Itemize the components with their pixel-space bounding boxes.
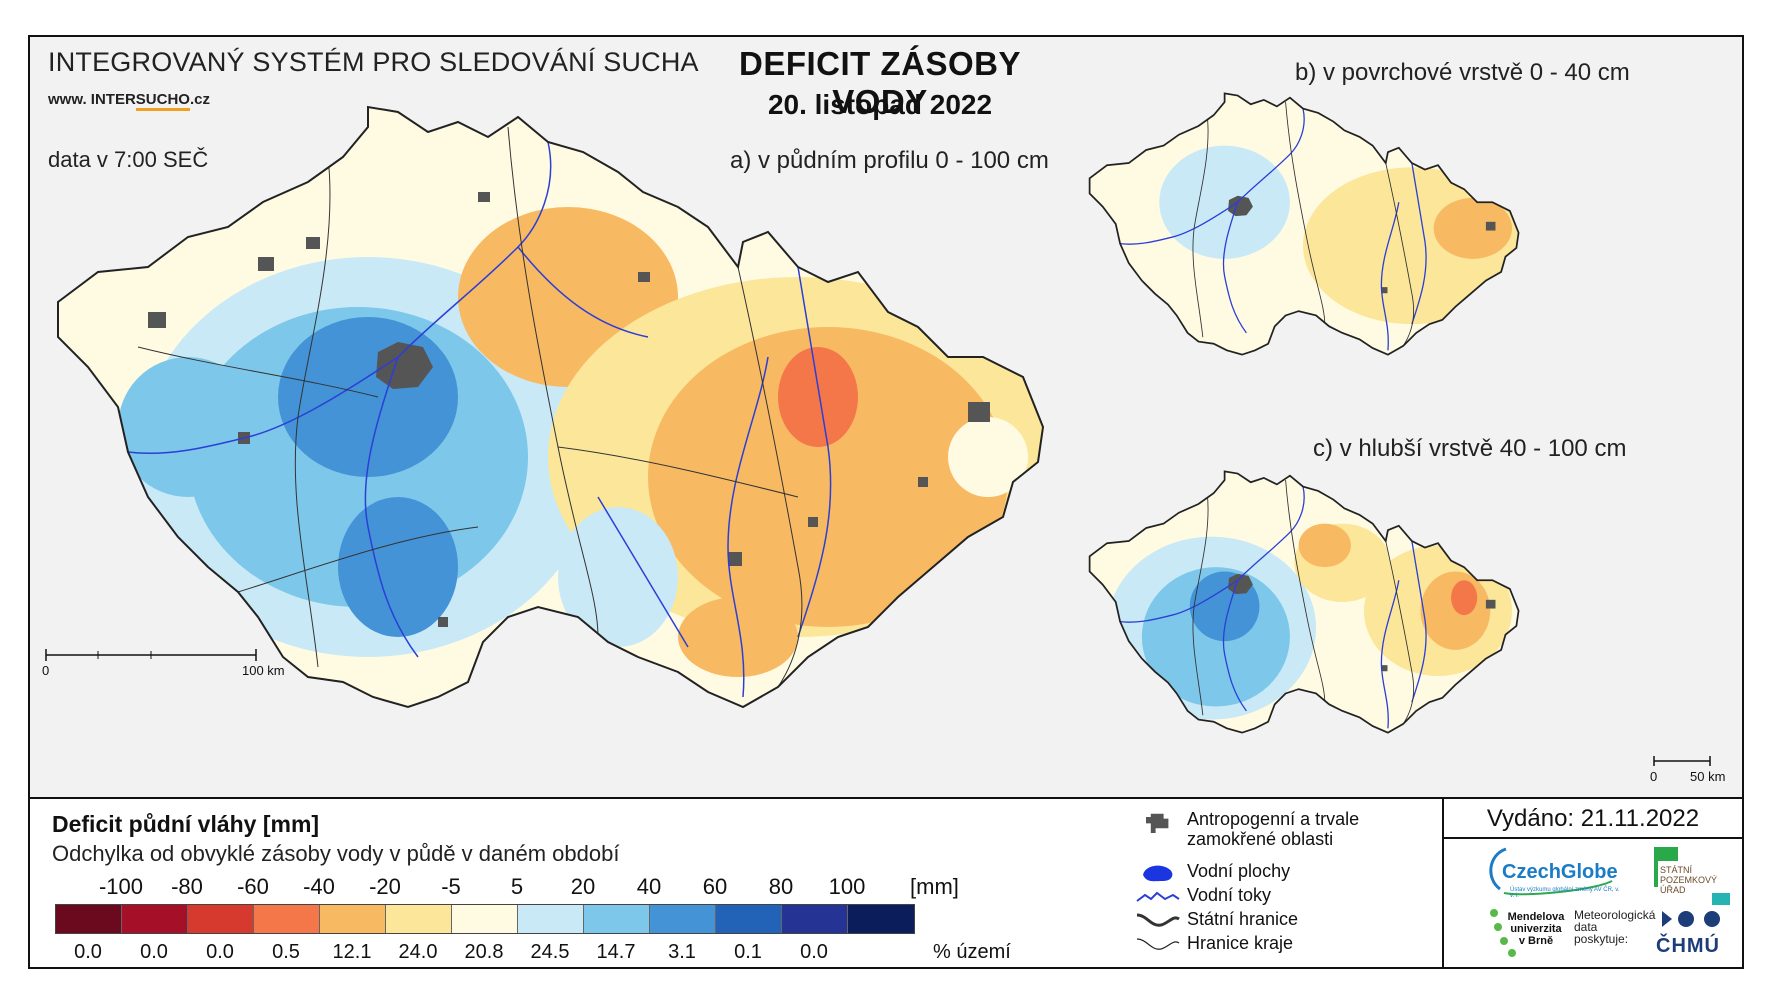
- legend-percentage: 0.1: [734, 941, 762, 963]
- legend-urban-label: Antropogenní a trvale zamokřené oblasti: [1187, 809, 1360, 849]
- legend-percentage: 3.1: [668, 941, 696, 963]
- spu-name: STÁTNÍ POZEMKOVÝ ÚŘAD: [1660, 865, 1718, 895]
- legend-percentage: 0.0: [140, 941, 168, 963]
- legend-bin-label: -5: [441, 874, 461, 899]
- legend-percentage: 14.7: [596, 941, 636, 963]
- legend-unit: [mm]: [910, 874, 959, 899]
- legend-panel: Deficit půdní vláhy [mm] Odchylka od obv…: [30, 799, 1742, 967]
- spu-flag-icon: [1654, 847, 1678, 887]
- legend-swatch: [452, 905, 518, 933]
- map-area: INTEGROVANÝ SYSTÉM PRO SLEDOVÁNÍ SUCHA w…: [30, 37, 1742, 797]
- legend-bin-label: 5: [510, 874, 524, 899]
- legend-swatch: [848, 905, 914, 933]
- legend-bin-label: 80: [768, 874, 794, 899]
- legend-colorbar: [55, 904, 915, 934]
- legend-percentage: 0.0: [800, 941, 828, 963]
- mendelu-dots-icon: [1490, 909, 1516, 957]
- scale-main-start: 0: [42, 663, 50, 678]
- legend-percentage: 12.1: [332, 941, 372, 963]
- issued-date: Vydáno: 21.11.2022: [1486, 805, 1700, 832]
- map-b-label: b) v povrchové vrstvě 0 - 40 cm: [1295, 59, 1630, 86]
- legend-title: Deficit půdní vláhy [mm]: [52, 811, 320, 837]
- scale-bar-main: [45, 649, 257, 661]
- legend-swatch: [56, 905, 122, 933]
- legend-bin-label: 60: [702, 874, 728, 899]
- mendelu-logo[interactable]: Mendelova univerzita v Brně: [1484, 905, 1584, 967]
- water-body-icon: [1143, 865, 1173, 882]
- legend-bin-label: -40: [303, 874, 335, 899]
- legend-bin-label: -60: [237, 874, 269, 899]
- data-time: data v 7:00 SEČ: [48, 147, 209, 172]
- spu-logo[interactable]: STÁTNÍ POZEMKOVÝ ÚŘAD: [1650, 845, 1730, 905]
- legend-swatch: [122, 905, 188, 933]
- chmu-logo[interactable]: ČHMÚ: [1648, 905, 1738, 967]
- legend-swatch: [320, 905, 386, 933]
- map-c-deficit-40-100cm: [1088, 470, 1520, 734]
- legend-swatch: [386, 905, 452, 933]
- scale-small-end: 50 km: [1690, 769, 1726, 784]
- river-icon: [1136, 891, 1180, 902]
- legend-bin-labels: -100 -80 -60 -40 -20 -5 5 20 40 60 80 100: [52, 874, 1002, 899]
- legend-river-label: Vodní toky: [1187, 885, 1272, 905]
- mendelu-name: Mendelova univerzita v Brně: [1507, 911, 1565, 947]
- legend-swatch: [716, 905, 782, 933]
- scale-small-start: 0: [1650, 769, 1658, 784]
- czechglobe-subtitle: Ústav výzkumu globální změny AV ČR, v. v…: [1510, 887, 1620, 899]
- system-name: INTEGROVANÝ SYSTÉM PRO SLEDOVÁNÍ SUCHA: [48, 47, 699, 77]
- legend-bin-label: -80: [171, 874, 203, 899]
- legend-percentage: 0.5: [272, 941, 300, 963]
- legend-bin-label: 20: [570, 874, 596, 899]
- legend-region-border-label: Hranice kraje: [1187, 933, 1294, 953]
- info-divider-vertical: [1442, 799, 1444, 967]
- legend-swatch: [188, 905, 254, 933]
- page-title: DEFICIT ZÁSOBY VODY: [738, 45, 1021, 120]
- map-a-deficit-0-100cm: [57, 105, 1045, 709]
- legend-percentage: 20.8: [464, 941, 504, 963]
- legend-bin-label: 40: [636, 874, 662, 899]
- urban-area-icon: [1146, 813, 1169, 833]
- chmu-name: ČHMÚ: [1656, 935, 1720, 957]
- legend-percent-unit: % území: [933, 941, 1011, 963]
- website-link[interactable]: www. INTERSUCHO.cz: [48, 91, 210, 111]
- legend-bin-label: 100: [828, 874, 866, 899]
- legend-swatch: [518, 905, 584, 933]
- chmu-symbol-icon: [1662, 911, 1720, 927]
- map-c-label: c) v hlubší vrstvě 40 - 100 cm: [1313, 435, 1627, 462]
- legend-subtitle: Odchylka od obvyklé zásoby vody v půdě v…: [52, 841, 620, 866]
- map-date: 20. listopad 2022: [767, 89, 993, 120]
- czechglobe-logo[interactable]: CzechGlobe Ústav výzkumu globální změny …: [1482, 845, 1622, 899]
- footer-divider: [30, 797, 1742, 799]
- legend-swatch: [650, 905, 716, 933]
- legend-bin-label: -100: [98, 874, 144, 899]
- czechglobe-arc-icon: [1489, 847, 1613, 896]
- map-b-deficit-0-40cm: [1088, 92, 1520, 356]
- scale-main-end: 100 km: [242, 663, 285, 678]
- state-border-icon: [1136, 913, 1180, 927]
- met-data-provider-text: Meteorologická data poskytuje:: [1574, 908, 1656, 946]
- legend-percentage: 24.0: [398, 941, 438, 963]
- legend-swatch: [782, 905, 848, 933]
- website-suffix: .cz: [189, 91, 210, 108]
- map-a-label: a) v půdním profilu 0 - 100 cm: [730, 147, 1049, 174]
- scale-bar-small: [1653, 756, 1711, 766]
- legend-swatch: [254, 905, 320, 933]
- legend-state-border-label: Státní hranice: [1187, 909, 1299, 929]
- legend-percentage: 0.0: [74, 941, 102, 963]
- info-divider-horizontal: [1442, 837, 1742, 839]
- legend-swatch: [584, 905, 650, 933]
- legend-bin-label: -20: [369, 874, 401, 899]
- legend-percentages: 0.0 0.0 0.0 0.5 12.1 24.0 20.8 24.5 14.7 3.1 0.1 0.…: [55, 941, 847, 965]
- website-prefix: www. INTER: [48, 91, 136, 108]
- region-border-icon: [1136, 938, 1180, 950]
- website-highlight: SUCHO: [135, 91, 190, 111]
- spu-accent: [1712, 893, 1730, 905]
- partner-logos: CzechGlobe Ústav výzkumu globální změny …: [1444, 839, 1742, 967]
- legend-percentage: 24.5: [530, 941, 570, 963]
- map-frame: INTEGROVANÝ SYSTÉM PRO SLEDOVÁNÍ SUCHA w…: [28, 35, 1744, 969]
- czechglobe-name: CzechGlobe: [1502, 861, 1618, 883]
- legend-percentage: 0.0: [206, 941, 234, 963]
- legend-water-label: Vodní plochy: [1187, 861, 1291, 881]
